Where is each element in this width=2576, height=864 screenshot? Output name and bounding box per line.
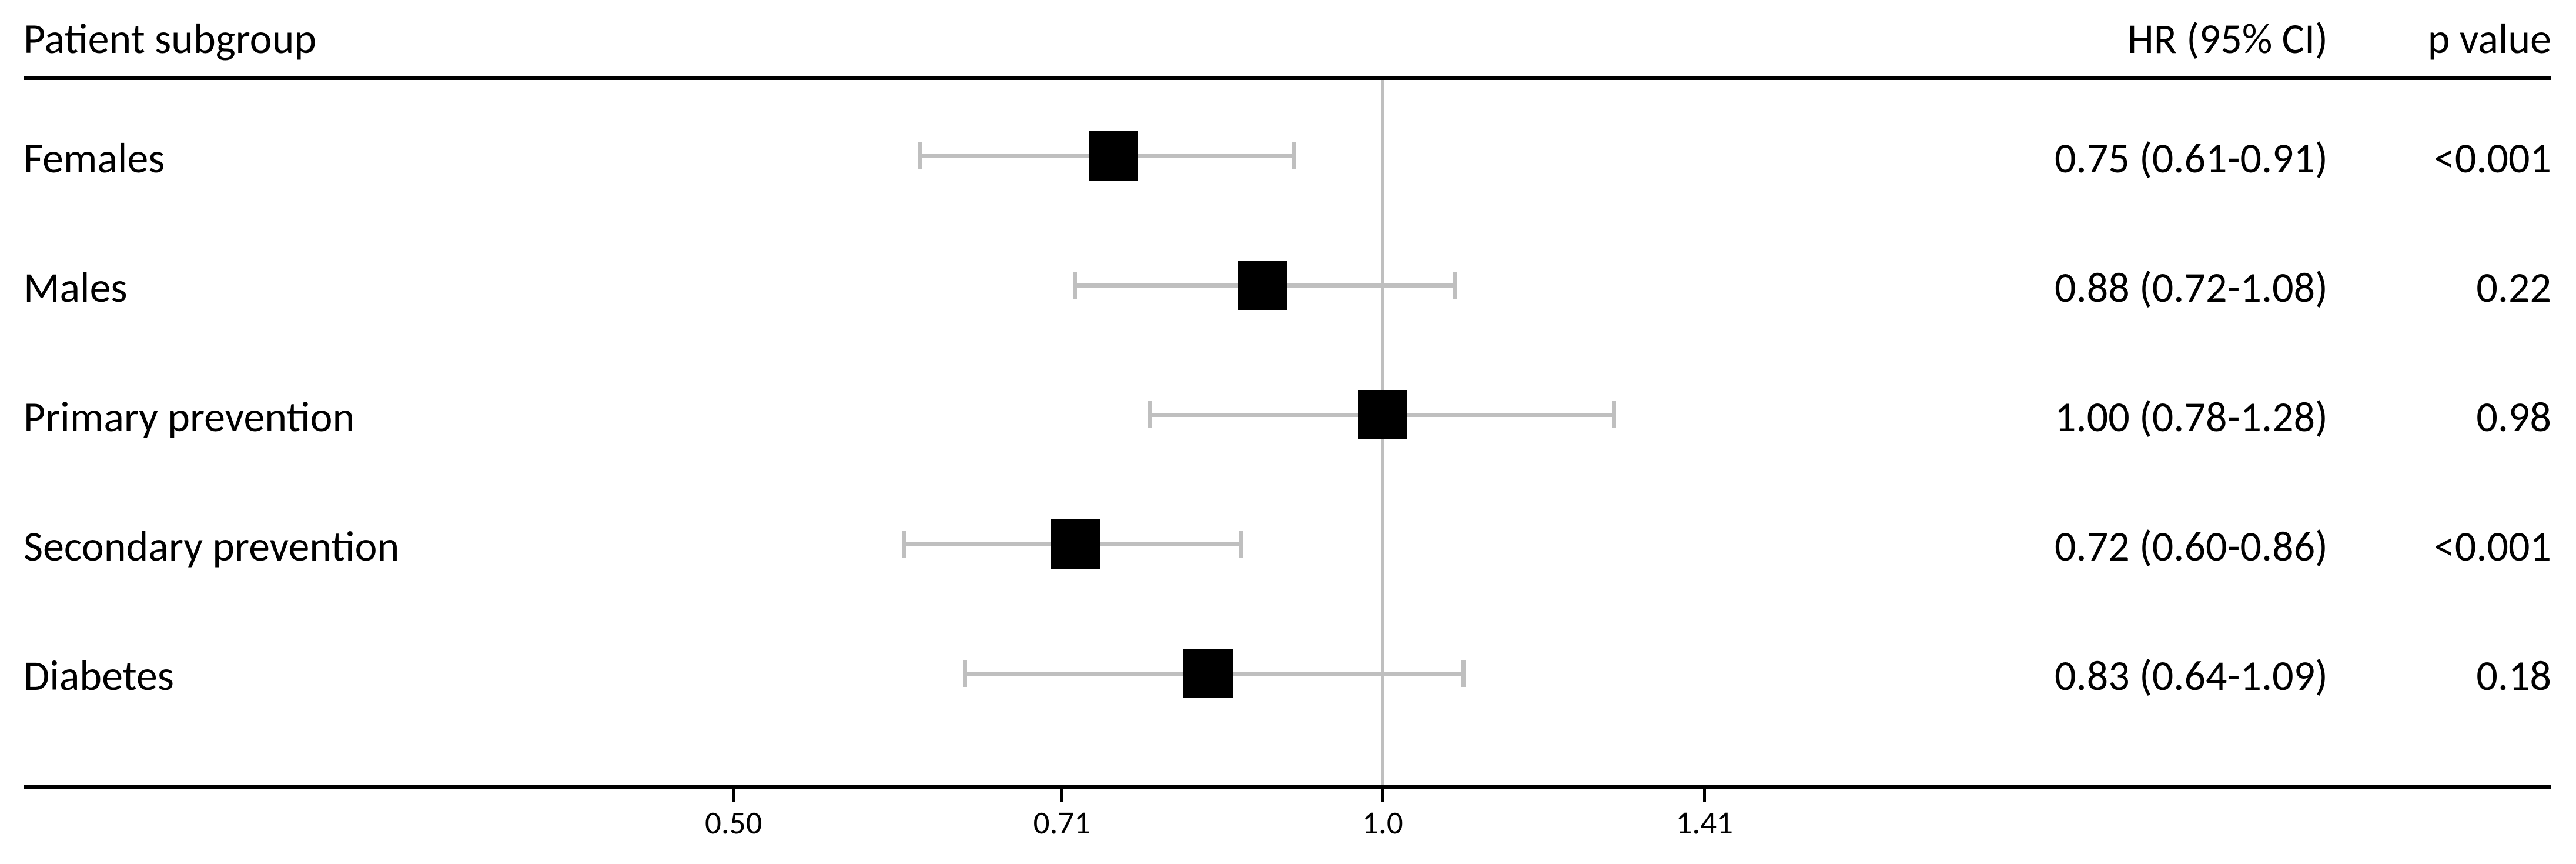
ci-cap-high	[1453, 272, 1457, 299]
subgroup-label: Females	[24, 132, 165, 184]
ci-cap-high	[1292, 142, 1296, 169]
top-rule	[24, 76, 2551, 80]
hr-value: 0.75 (0.61-0.91)	[2055, 132, 2328, 184]
p-value: 0.98	[2476, 391, 2551, 443]
point-estimate	[1089, 131, 1138, 181]
point-estimate	[1183, 649, 1233, 698]
axis-tick-label: 1.0	[1347, 803, 1418, 842]
axis-tick-label: 0.71	[1026, 803, 1097, 842]
p-value: 0.22	[2476, 262, 2551, 313]
hr-value: 0.88 (0.72-1.08)	[2055, 262, 2328, 313]
ci-cap-high	[1461, 660, 1466, 687]
point-estimate	[1051, 519, 1100, 569]
col-header-p: p value	[2428, 13, 2551, 65]
axis-tick	[1060, 789, 1063, 802]
bottom-rule	[24, 785, 2551, 789]
point-estimate	[1238, 261, 1287, 310]
hr-value: 1.00 (0.78-1.28)	[2055, 391, 2328, 443]
ci-cap-high	[1239, 531, 1243, 558]
ci-cap-low	[963, 660, 967, 687]
axis-tick	[1381, 789, 1384, 802]
ci-cap-high	[1612, 401, 1616, 428]
col-header-hr: HR (95% CI)	[2127, 13, 2328, 65]
subgroup-label: Diabetes	[24, 650, 174, 702]
axis-tick	[732, 789, 735, 802]
hr-value: 0.83 (0.64-1.09)	[2055, 650, 2328, 702]
col-header-subgroup: Patient subgroup	[24, 13, 316, 65]
axis-tick-label: 0.50	[698, 803, 769, 842]
p-value: <0.001	[2434, 521, 2551, 572]
ci-cap-low	[902, 531, 906, 558]
axis-tick-label: 1.41	[1669, 803, 1739, 842]
p-value: 0.18	[2476, 650, 2551, 702]
ci-cap-low	[1073, 272, 1077, 299]
subgroup-label: Secondary prevention	[24, 521, 399, 572]
ci-cap-low	[1148, 401, 1152, 428]
ci-cap-low	[918, 142, 922, 169]
p-value: <0.001	[2434, 132, 2551, 184]
axis-tick	[1703, 789, 1706, 802]
hr-value: 0.72 (0.60-0.86)	[2055, 521, 2328, 572]
subgroup-label: Primary prevention	[24, 391, 354, 443]
subgroup-label: Males	[24, 262, 128, 313]
point-estimate	[1358, 390, 1407, 439]
